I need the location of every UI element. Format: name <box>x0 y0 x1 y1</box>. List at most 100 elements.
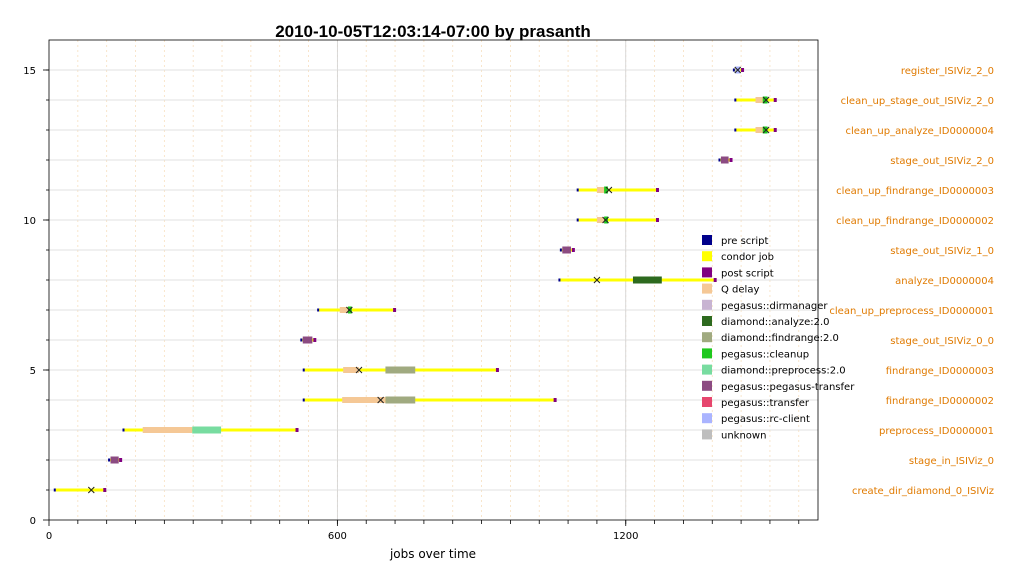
execution-bar <box>385 366 416 374</box>
x-tick-label: 600 <box>328 531 347 542</box>
legend-swatch <box>702 397 712 407</box>
pre-script-bar <box>302 368 305 372</box>
pre-script-bar <box>53 488 56 492</box>
job-marker <box>734 66 742 74</box>
job-marker <box>87 486 95 494</box>
legend-label: condor job <box>721 252 774 263</box>
legend-label: diamond::analyze:2.0 <box>721 317 830 328</box>
pre-script-bar <box>300 338 303 342</box>
pre-script-bar <box>302 398 305 402</box>
legend-label: pegasus::cleanup <box>721 349 809 360</box>
pre-script-bar <box>734 98 737 102</box>
q-delay-bar <box>596 217 605 223</box>
job-label: register_ISIViz_2_0 <box>901 66 994 77</box>
axes: 0 600 1200 0 5 10 15 <box>23 66 800 542</box>
legend-label: Q delay <box>721 285 759 296</box>
legend-swatch <box>702 348 712 359</box>
q-delay-bar <box>339 307 348 313</box>
legend-swatch <box>702 429 712 440</box>
post-script-bar <box>393 308 397 312</box>
execution-bar <box>385 396 416 404</box>
pre-script-bar <box>718 158 721 162</box>
post-script-bar <box>655 188 659 192</box>
x-tick-label: 1200 <box>613 531 638 542</box>
y-tick-label: 15 <box>23 66 36 77</box>
job-marker <box>762 96 770 104</box>
y-tick-label: 10 <box>23 216 36 227</box>
pre-script-bar <box>576 188 579 192</box>
pre-script-bar <box>122 428 125 432</box>
execution-bar <box>632 276 662 284</box>
post-script-bar <box>713 278 717 282</box>
legend-swatch <box>702 364 712 375</box>
execution-bar <box>562 246 571 254</box>
legend-swatch <box>702 283 712 294</box>
job-marker <box>602 216 609 224</box>
legend-label: diamond::findrange:2.0 <box>721 333 839 344</box>
job-label: stage_out_ISIViz_0_0 <box>890 336 994 347</box>
post-script-bar <box>729 158 733 162</box>
condor-job-bar <box>318 308 395 312</box>
condor-job-bar <box>735 128 775 132</box>
execution-bar <box>762 96 768 104</box>
pre-script-bar <box>108 458 111 462</box>
x-axis-label: jobs over time <box>389 547 476 561</box>
legend-swatch <box>702 299 712 310</box>
post-script-bar <box>773 128 777 132</box>
q-delay-bar <box>142 427 193 433</box>
condor-job-bar <box>735 98 775 102</box>
execution-bar <box>762 126 768 134</box>
post-script-bar <box>295 428 299 432</box>
job-label: clean_up_findrange_ID0000003 <box>836 186 994 197</box>
y-tick-label: 0 <box>30 516 36 527</box>
job-bars <box>53 66 777 494</box>
job-label: clean_up_stage_out_ISIViz_2_0 <box>841 96 994 107</box>
legend-swatch <box>702 316 712 326</box>
legend-label: pegasus::dirmanager <box>721 301 828 312</box>
condor-job-bar <box>54 488 105 492</box>
y-tick-label: 5 <box>30 366 36 377</box>
job-label: analyze_ID0000004 <box>895 276 994 287</box>
job-label: stage_out_ISIViz_1_0 <box>890 246 994 257</box>
legend-label: post script <box>721 268 774 279</box>
job-labels: create_dir_diamond_0_ISIViz stage_in_ISIV… <box>829 66 994 497</box>
pre-script-bar <box>732 68 735 72</box>
execution-bar <box>604 186 608 194</box>
job-label: preprocess_ID0000001 <box>879 426 994 437</box>
legend-swatch <box>702 380 712 391</box>
post-script-bar <box>773 98 777 102</box>
job-label: findrange_ID0000002 <box>886 396 994 407</box>
job-marker <box>762 126 770 134</box>
post-script-bar <box>103 488 107 492</box>
post-script-bar <box>553 398 557 402</box>
legend-label: pegasus::rc-client <box>721 414 810 425</box>
condor-job-bar <box>577 188 657 192</box>
legend-label: pegasus::pegasus-transfer <box>721 382 855 393</box>
legend-label: pegasus::transfer <box>721 398 810 409</box>
job-label: create_dir_diamond_0_ISIViz <box>852 486 994 497</box>
legend-swatch <box>702 332 712 343</box>
pre-script-bar <box>559 248 562 252</box>
job-marker <box>605 186 613 194</box>
post-script-bar <box>741 68 745 72</box>
job-label: stage_in_ISIViz_0 <box>909 456 994 467</box>
job-label: clean_up_analyze_ID0000004 <box>846 126 994 137</box>
legend-swatch <box>702 235 712 245</box>
chart-title: 2010-10-05T12:03:14-07:00 by prasanth <box>275 22 591 41</box>
job-marker <box>593 276 601 284</box>
q-delay-bar <box>343 367 360 373</box>
job-marker <box>346 306 353 314</box>
pre-script-bar <box>558 278 561 282</box>
legend-label: diamond::preprocess:2.0 <box>721 366 846 377</box>
post-script-bar <box>119 458 123 462</box>
legend: pre script condor job post script Q delay pe… <box>702 235 855 441</box>
job-label: stage_out_ISIViz_2_0 <box>890 156 994 167</box>
q-delay-bar <box>342 397 386 403</box>
post-script-bar <box>571 248 575 252</box>
job-label: clean_up_preprocess_ID0000001 <box>829 306 994 317</box>
pre-script-bar <box>576 218 579 222</box>
legend-swatch <box>702 251 712 262</box>
job-marker <box>355 366 363 374</box>
